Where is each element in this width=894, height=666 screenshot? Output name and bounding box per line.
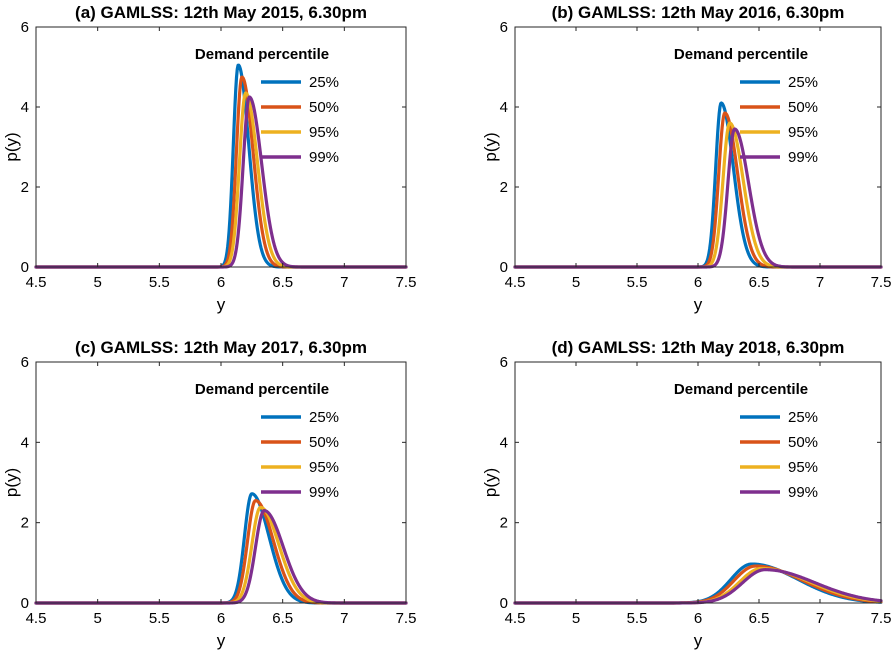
legend: Demand percentile 25% 50% 95% 99%: [195, 46, 339, 166]
y-tick-label: 6: [21, 19, 29, 36]
legend-label: 50%: [309, 99, 339, 116]
legend-label: 50%: [788, 434, 818, 451]
y-tick-label: 0: [21, 259, 29, 276]
x-tick-label: 5: [572, 274, 580, 291]
legend-label: 50%: [309, 434, 339, 451]
legend-title: Demand percentile: [674, 381, 808, 398]
legend-label: 95%: [788, 459, 818, 476]
x-tick-label: 4.5: [26, 274, 47, 291]
x-tick-label: 5.5: [149, 274, 170, 291]
x-tick-label: 7.5: [871, 274, 892, 291]
x-axis-label: y: [694, 295, 703, 314]
y-tick-label: 4: [21, 99, 29, 116]
y-axis-label: p(y): [2, 468, 21, 497]
chart-panel-2: 4.5 5 5.5 6 6.5 7 7.5 0 2 4 6 (b) GAMLSS: 12th May …: [481, 3, 891, 314]
legend: Demand percentile 25% 50% 95% 99%: [674, 46, 818, 166]
legend-label: 25%: [788, 74, 818, 91]
x-tick-label: 6.5: [749, 610, 770, 627]
y-tick-label: 4: [500, 434, 508, 451]
y-tick-label: 0: [21, 595, 29, 612]
y-tick-label: 4: [500, 99, 508, 116]
x-tick-label: 7: [816, 610, 824, 627]
legend: Demand percentile 25% 50% 95% 99%: [195, 381, 339, 501]
y-axis-label: p(y): [2, 132, 21, 161]
x-tick-label: 7: [816, 274, 824, 291]
x-tick-label: 5: [93, 610, 101, 627]
x-tick-label: 6: [694, 610, 702, 627]
chart-title: (a) GAMLSS: 12th May 2015, 6.30pm: [75, 3, 367, 22]
y-tick-label: 2: [21, 515, 29, 532]
legend-label: 99%: [309, 149, 339, 166]
plot-area: [515, 27, 881, 267]
y-tick-label: 4: [21, 434, 29, 451]
x-tick-label: 5.5: [149, 610, 170, 627]
x-tick-label: 7.5: [871, 610, 892, 627]
legend-label: 95%: [788, 124, 818, 141]
x-tick-label: 4.5: [505, 274, 526, 291]
x-tick-label: 5.5: [627, 610, 648, 627]
x-tick-label: 6.5: [749, 274, 770, 291]
y-tick-label: 2: [21, 179, 29, 196]
x-tick-label: 6: [694, 274, 702, 291]
y-tick-label: 2: [500, 515, 508, 532]
x-tick-label: 7: [340, 610, 348, 627]
legend-label: 95%: [309, 124, 339, 141]
y-tick-label: 6: [500, 19, 508, 36]
x-tick-label: 6: [217, 274, 225, 291]
x-tick-label: 7: [340, 274, 348, 291]
legend-label: 50%: [788, 99, 818, 116]
x-tick-label: 7.5: [396, 274, 417, 291]
legend-label: 25%: [309, 74, 339, 91]
chart-title: (b) GAMLSS: 12th May 2016, 6.30pm: [552, 3, 845, 22]
legend: Demand percentile 25% 50% 95% 99%: [674, 381, 818, 501]
legend-label: 25%: [788, 409, 818, 426]
y-axis-label: p(y): [481, 132, 500, 161]
legend-label: 99%: [309, 484, 339, 501]
y-axis-label: p(y): [481, 468, 500, 497]
plot-area: [36, 362, 406, 603]
x-tick-label: 5.5: [627, 274, 648, 291]
legend-label: 25%: [309, 409, 339, 426]
plot-area: [515, 362, 881, 603]
legend-label: 99%: [788, 484, 818, 501]
chart-panel-4: 4.5 5 5.5 6 6.5 7 7.5 0 2 4 6 (d) GAMLSS: 12th May …: [481, 338, 891, 650]
x-tick-label: 6: [217, 610, 225, 627]
legend-label: 99%: [788, 149, 818, 166]
x-tick-label: 4.5: [505, 610, 526, 627]
y-tick-label: 6: [500, 354, 508, 371]
x-tick-label: 4.5: [26, 610, 47, 627]
legend-title: Demand percentile: [674, 46, 808, 63]
x-tick-label: 6.5: [272, 610, 293, 627]
x-tick-label: 6.5: [272, 274, 293, 291]
chart-title: (c) GAMLSS: 12th May 2017, 6.30pm: [75, 338, 367, 357]
y-tick-label: 6: [21, 354, 29, 371]
x-tick-label: 5: [93, 274, 101, 291]
plot-area: [36, 27, 406, 267]
legend-label: 95%: [309, 459, 339, 476]
chart-panel-3: 4.5 5 5.5 6 6.5 7 7.5 0 2 4 6 (c) GAMLSS: 12th May …: [2, 338, 416, 650]
x-axis-label: y: [217, 631, 226, 650]
legend-title: Demand percentile: [195, 46, 329, 63]
legend-title: Demand percentile: [195, 381, 329, 398]
y-tick-label: 0: [500, 595, 508, 612]
x-axis-label: y: [694, 631, 703, 650]
chart-panel-1: 4.5 5 5.5 6 6.5 7 7.5 0 2 4 6 (a) GAMLSS: 12th May …: [2, 3, 416, 314]
y-tick-label: 2: [500, 179, 508, 196]
x-tick-label: 5: [572, 610, 580, 627]
x-tick-label: 7.5: [396, 610, 417, 627]
y-tick-label: 0: [500, 259, 508, 276]
x-axis-label: y: [217, 295, 226, 314]
chart-title: (d) GAMLSS: 12th May 2018, 6.30pm: [552, 338, 845, 357]
